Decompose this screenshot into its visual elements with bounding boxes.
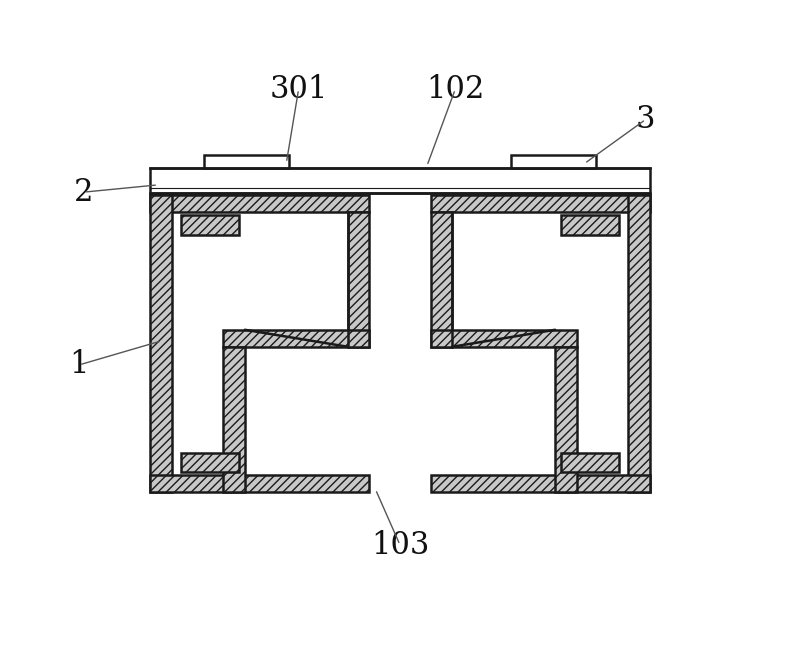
Text: 102: 102: [426, 74, 485, 104]
Bar: [348, 212, 370, 347]
Bar: [223, 347, 245, 492]
Bar: [430, 212, 452, 347]
Bar: [562, 215, 619, 235]
Bar: [150, 475, 370, 492]
Bar: [628, 195, 650, 492]
Bar: [555, 347, 577, 492]
Bar: [150, 195, 370, 212]
Text: 1: 1: [70, 350, 89, 381]
Text: 3: 3: [636, 104, 655, 135]
Bar: [181, 215, 238, 235]
Bar: [430, 195, 650, 212]
Bar: [150, 168, 650, 193]
Bar: [430, 475, 650, 492]
Bar: [430, 330, 577, 347]
Text: 301: 301: [270, 74, 328, 104]
Text: 2: 2: [74, 177, 94, 208]
Text: 103: 103: [371, 530, 429, 561]
Bar: [562, 453, 619, 472]
Bar: [150, 195, 172, 492]
Bar: [511, 155, 596, 168]
Bar: [223, 330, 370, 347]
Bar: [181, 453, 238, 472]
Bar: [204, 155, 289, 168]
